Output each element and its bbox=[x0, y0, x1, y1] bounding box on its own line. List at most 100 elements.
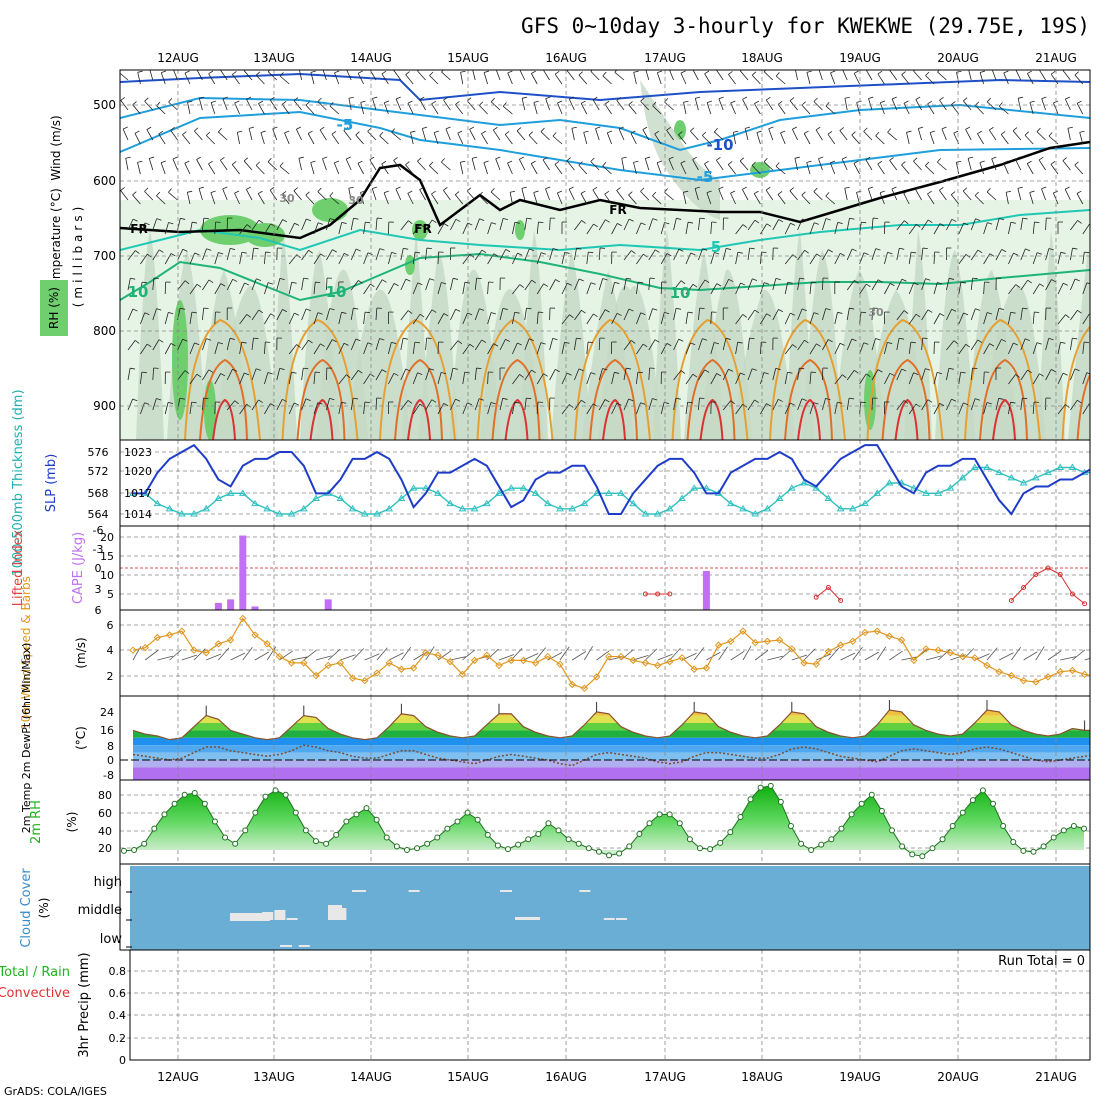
wind-barb-flag bbox=[422, 126, 428, 129]
wind-barb bbox=[226, 248, 231, 261]
thickness-point bbox=[397, 494, 406, 501]
thickness-point bbox=[885, 479, 894, 486]
wind-barb-flag bbox=[514, 401, 520, 404]
wind-barb bbox=[208, 73, 216, 85]
thickness-point bbox=[690, 484, 699, 491]
wind-barb bbox=[784, 402, 791, 415]
wind-barb-flag bbox=[904, 220, 909, 225]
wind-barb-flag bbox=[502, 102, 507, 107]
precip-label-a: Total / Rain bbox=[0, 965, 70, 980]
wind-barb bbox=[528, 134, 538, 145]
wind-barb bbox=[524, 338, 530, 351]
wind-barb bbox=[797, 250, 805, 261]
wind-barb-flag bbox=[813, 97, 818, 102]
wind-speed-point bbox=[971, 654, 979, 662]
wind-barb bbox=[690, 130, 699, 141]
wind-barb-flag bbox=[196, 283, 202, 288]
wind-barb bbox=[685, 342, 691, 355]
wind-barb bbox=[251, 368, 257, 381]
wind-barb bbox=[983, 222, 988, 235]
wind-barb-flag bbox=[713, 342, 720, 345]
wind-barb bbox=[809, 402, 815, 415]
wind-barb bbox=[680, 163, 687, 175]
wind-barb-flag bbox=[830, 160, 836, 164]
upper-ytick: 600 bbox=[93, 174, 116, 188]
wind-barb bbox=[623, 308, 630, 321]
wind-barb bbox=[1057, 283, 1064, 295]
wind-barb-flag bbox=[956, 160, 962, 163]
wind-barb-flag bbox=[949, 277, 955, 280]
wind-barb bbox=[574, 399, 582, 411]
wind-barb bbox=[747, 219, 756, 231]
wind-barb-flag bbox=[713, 127, 718, 133]
wind-barb-flag bbox=[974, 398, 980, 401]
wind-barb bbox=[313, 402, 319, 415]
wind-barb-flag bbox=[607, 130, 613, 134]
rh-point bbox=[323, 840, 330, 847]
wind-barb bbox=[132, 104, 141, 115]
wind-barb bbox=[388, 342, 392, 355]
wind-barb bbox=[536, 283, 544, 295]
wind-barb-flag bbox=[687, 311, 693, 314]
wind-barb bbox=[375, 397, 378, 411]
wind-barb-flag bbox=[279, 278, 285, 281]
rh-point bbox=[474, 816, 481, 823]
precip-ytick: 0.2 bbox=[109, 1032, 127, 1045]
wind-barb-flag bbox=[197, 67, 201, 69]
wind-barb bbox=[269, 99, 278, 111]
wind-barb-flag bbox=[132, 191, 137, 196]
wind-barb-flag bbox=[763, 70, 767, 72]
wind-barb bbox=[127, 340, 136, 351]
wind-barb-flag bbox=[395, 96, 401, 100]
wind-barb-flag bbox=[849, 397, 855, 400]
wind-barb bbox=[1062, 70, 1071, 81]
wind-barb-flag bbox=[740, 282, 746, 286]
wind-barb bbox=[829, 162, 836, 175]
wind-barb-flag bbox=[258, 190, 263, 195]
wind-barb bbox=[871, 338, 876, 351]
wind-barb bbox=[379, 135, 389, 145]
wind-barb bbox=[586, 403, 594, 415]
wind-barb-flag bbox=[520, 67, 524, 69]
wind-barb-flag bbox=[863, 252, 869, 255]
wind-barb-flag bbox=[654, 130, 660, 135]
cloud-bar-middle bbox=[286, 918, 298, 920]
wind-barb-flag bbox=[754, 309, 760, 314]
wind-barb bbox=[722, 400, 732, 411]
wind-barb-flag bbox=[1076, 190, 1082, 194]
wind-barb bbox=[1050, 164, 1059, 175]
wind-barb bbox=[611, 313, 618, 325]
wind-barb-flag bbox=[329, 308, 335, 311]
wind-barb bbox=[784, 223, 791, 235]
wind-barb bbox=[400, 400, 409, 411]
wind-barb-flag bbox=[464, 371, 470, 374]
wind-barb-flag bbox=[455, 398, 461, 402]
wind-barb-flag bbox=[479, 308, 485, 311]
rh-point bbox=[211, 818, 218, 825]
wind-barb bbox=[673, 398, 677, 411]
wind-barb bbox=[177, 338, 184, 351]
precip-panel-bg bbox=[130, 950, 1090, 1060]
wind-barb-flag bbox=[642, 126, 648, 130]
temp-band bbox=[133, 745, 1090, 753]
wind-barb bbox=[1008, 312, 1012, 325]
wind-barb bbox=[251, 309, 260, 321]
wind-barb bbox=[680, 72, 687, 85]
thickness-point bbox=[263, 504, 272, 512]
wind-barb bbox=[620, 649, 634, 661]
wind-barb-flag bbox=[960, 371, 966, 374]
wind-barb bbox=[338, 222, 343, 235]
wind-barb-flag bbox=[915, 186, 921, 190]
wind-barb-flag bbox=[929, 130, 935, 134]
wind-barb bbox=[137, 72, 141, 85]
wind-barb-flag bbox=[208, 279, 214, 283]
wind-barb bbox=[777, 194, 786, 205]
wind-barb bbox=[889, 70, 898, 81]
rh-point bbox=[555, 827, 562, 834]
wind-barb bbox=[877, 73, 885, 85]
rh-point bbox=[666, 811, 673, 818]
wind-barb bbox=[946, 368, 950, 381]
wind-barb-flag bbox=[168, 98, 173, 103]
wind-barb bbox=[583, 132, 588, 145]
